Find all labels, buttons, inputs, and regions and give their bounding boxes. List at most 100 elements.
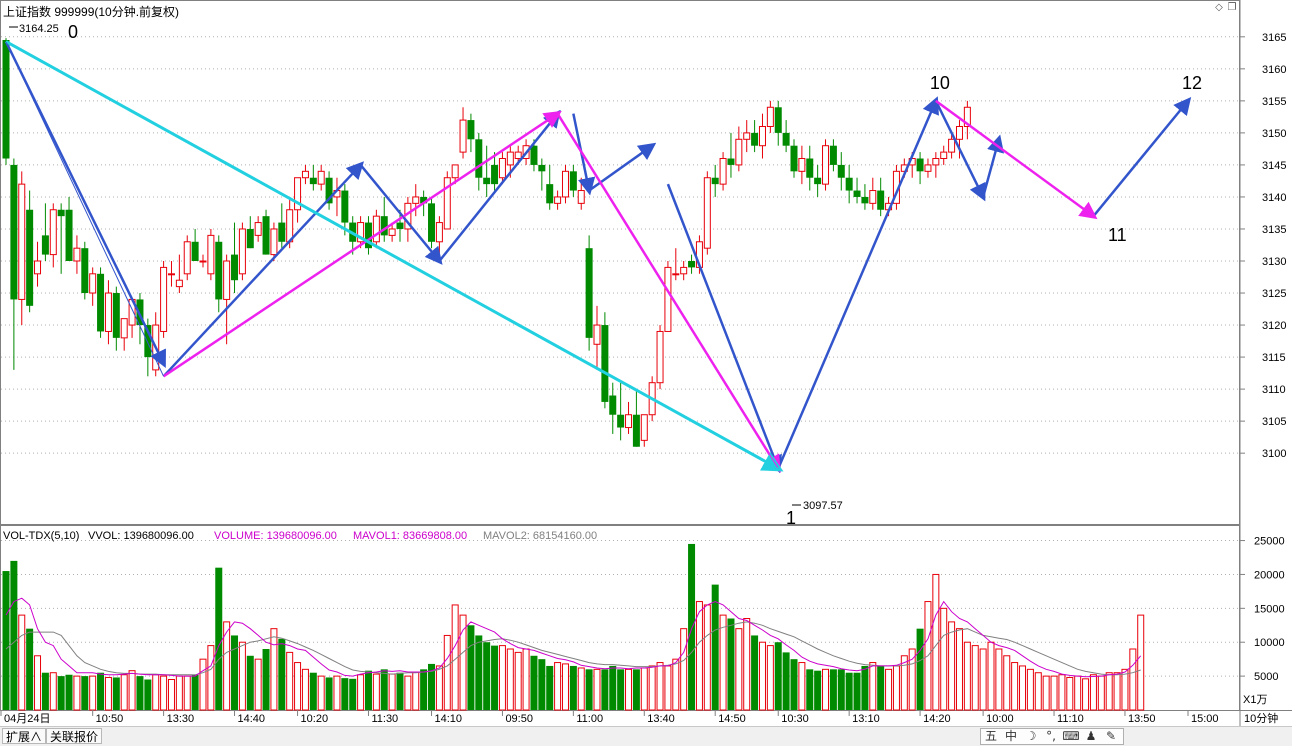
volume-bar: [908, 648, 916, 711]
candle: [845, 164, 853, 204]
ime-chinese-icon[interactable]: 中: [1004, 729, 1017, 743]
volume-bar: [357, 674, 365, 711]
price-tick-label: 3165: [1262, 32, 1286, 44]
wave-guide: [935, 100, 1094, 217]
candle: [617, 382, 625, 441]
candle: [609, 382, 617, 434]
time-axis: 04月24日 10:50 13:30 14:40 10:20 11:30 14:10 09:5…: [0, 710, 1278, 725]
legend-mavol2: MAVOL2: 68154160.00: [483, 530, 597, 542]
volume-bar: [294, 662, 302, 711]
candle: [955, 120, 963, 159]
candle: [89, 267, 97, 306]
volume-bar: [112, 677, 120, 710]
time-tick-label: 10:00: [986, 713, 1014, 725]
candle: [26, 190, 34, 313]
candle: [254, 216, 262, 242]
candle: [798, 145, 806, 185]
volume-bar: [727, 618, 735, 710]
volume-bar: [900, 655, 908, 711]
diamond-icon[interactable]: ◇: [1215, 2, 1223, 13]
candle: [380, 196, 388, 242]
candle: [270, 222, 278, 261]
volume-bar: [617, 669, 625, 710]
candle: [735, 126, 743, 172]
volume-bar: [1105, 672, 1113, 711]
volume-bar: [625, 668, 633, 711]
punctuation-icon[interactable]: °,: [1046, 729, 1056, 743]
moon-icon[interactable]: ☽: [1025, 729, 1037, 743]
candle: [341, 184, 349, 236]
candle: [672, 248, 680, 281]
price-tick-label: 3150: [1262, 128, 1286, 140]
volume-bar: [782, 652, 790, 710]
candle: [538, 158, 546, 191]
legend-vvol: VVOL: 139680096.00: [88, 530, 194, 542]
time-tick-label: 10:30: [781, 713, 809, 725]
volume-bar: [459, 614, 467, 711]
wave-guide: [360, 164, 440, 262]
volume-bar: [916, 628, 924, 710]
wave-line: [162, 161, 365, 378]
volume-bar: [65, 674, 73, 710]
restore-window-icon[interactable]: ❐: [1227, 2, 1237, 13]
expand-button[interactable]: 扩展∧: [2, 728, 47, 744]
candle: [223, 254, 231, 345]
volume-bar: [672, 658, 680, 711]
time-tick-label: 15:00: [1191, 713, 1219, 725]
ime-tray[interactable]: 五中 ☽ °, ⌨ ♟ ✎: [980, 728, 1124, 745]
candle: [65, 196, 73, 261]
candle: [640, 414, 648, 447]
volume-bar: [822, 668, 830, 711]
candle: [853, 177, 861, 204]
volume-bar: [1137, 614, 1145, 711]
volume-bar: [1034, 672, 1042, 711]
candle: [467, 113, 475, 153]
candle: [325, 171, 333, 210]
volume-bar: [199, 658, 207, 711]
wrench-icon[interactable]: ✎: [1105, 729, 1117, 743]
volume-tick-label: 5000: [1254, 671, 1278, 683]
candle: [774, 100, 782, 146]
volume-bar: [254, 658, 262, 711]
expand-button-label: 扩展∧: [6, 730, 43, 744]
keyboard-icon[interactable]: ⌨: [1062, 729, 1080, 743]
candle: [396, 209, 404, 242]
price-tick-label: 3110: [1262, 384, 1286, 396]
price-tick-label: 3125: [1262, 288, 1286, 300]
volume-bar: [688, 543, 696, 710]
volume-bar: [152, 674, 160, 711]
candle: [262, 209, 270, 255]
volume-bar: [128, 670, 136, 711]
candle: [97, 267, 105, 338]
candle: [104, 280, 112, 345]
volume-bar: [798, 662, 806, 711]
user-icon[interactable]: ♟: [1085, 729, 1097, 743]
volume-bar: [175, 675, 183, 711]
volume-bar: [34, 655, 42, 711]
ime-logo-icon[interactable]: 五: [984, 729, 997, 743]
candle: [569, 164, 577, 197]
candle: [309, 164, 317, 191]
volume-bar: [790, 659, 798, 710]
related-quotes-button[interactable]: 关联报价: [46, 728, 103, 744]
candle: [948, 132, 956, 159]
candle: [183, 235, 191, 281]
volume-bar: [1097, 675, 1105, 711]
volume-bar: [806, 669, 814, 710]
price-tick-label: 3155: [1262, 96, 1286, 108]
volume-bar: [955, 628, 963, 711]
price-axis: 3100 3105 3110 3115 3120 3125 3130 3135 3140 3145…: [1240, 32, 1286, 460]
volume-bar: [404, 675, 412, 711]
volume-bar: [585, 669, 593, 710]
wave-guide: [557, 113, 779, 469]
candle: [2, 38, 10, 165]
volume-bar: [1003, 655, 1011, 711]
candle: [18, 171, 26, 326]
candle: [593, 305, 601, 370]
volume-bar: [2, 571, 10, 710]
volume-bar: [41, 672, 49, 710]
candle: [924, 158, 932, 178]
volume-bar: [546, 665, 554, 710]
candle: [357, 216, 365, 249]
volume-bar: [443, 634, 451, 711]
